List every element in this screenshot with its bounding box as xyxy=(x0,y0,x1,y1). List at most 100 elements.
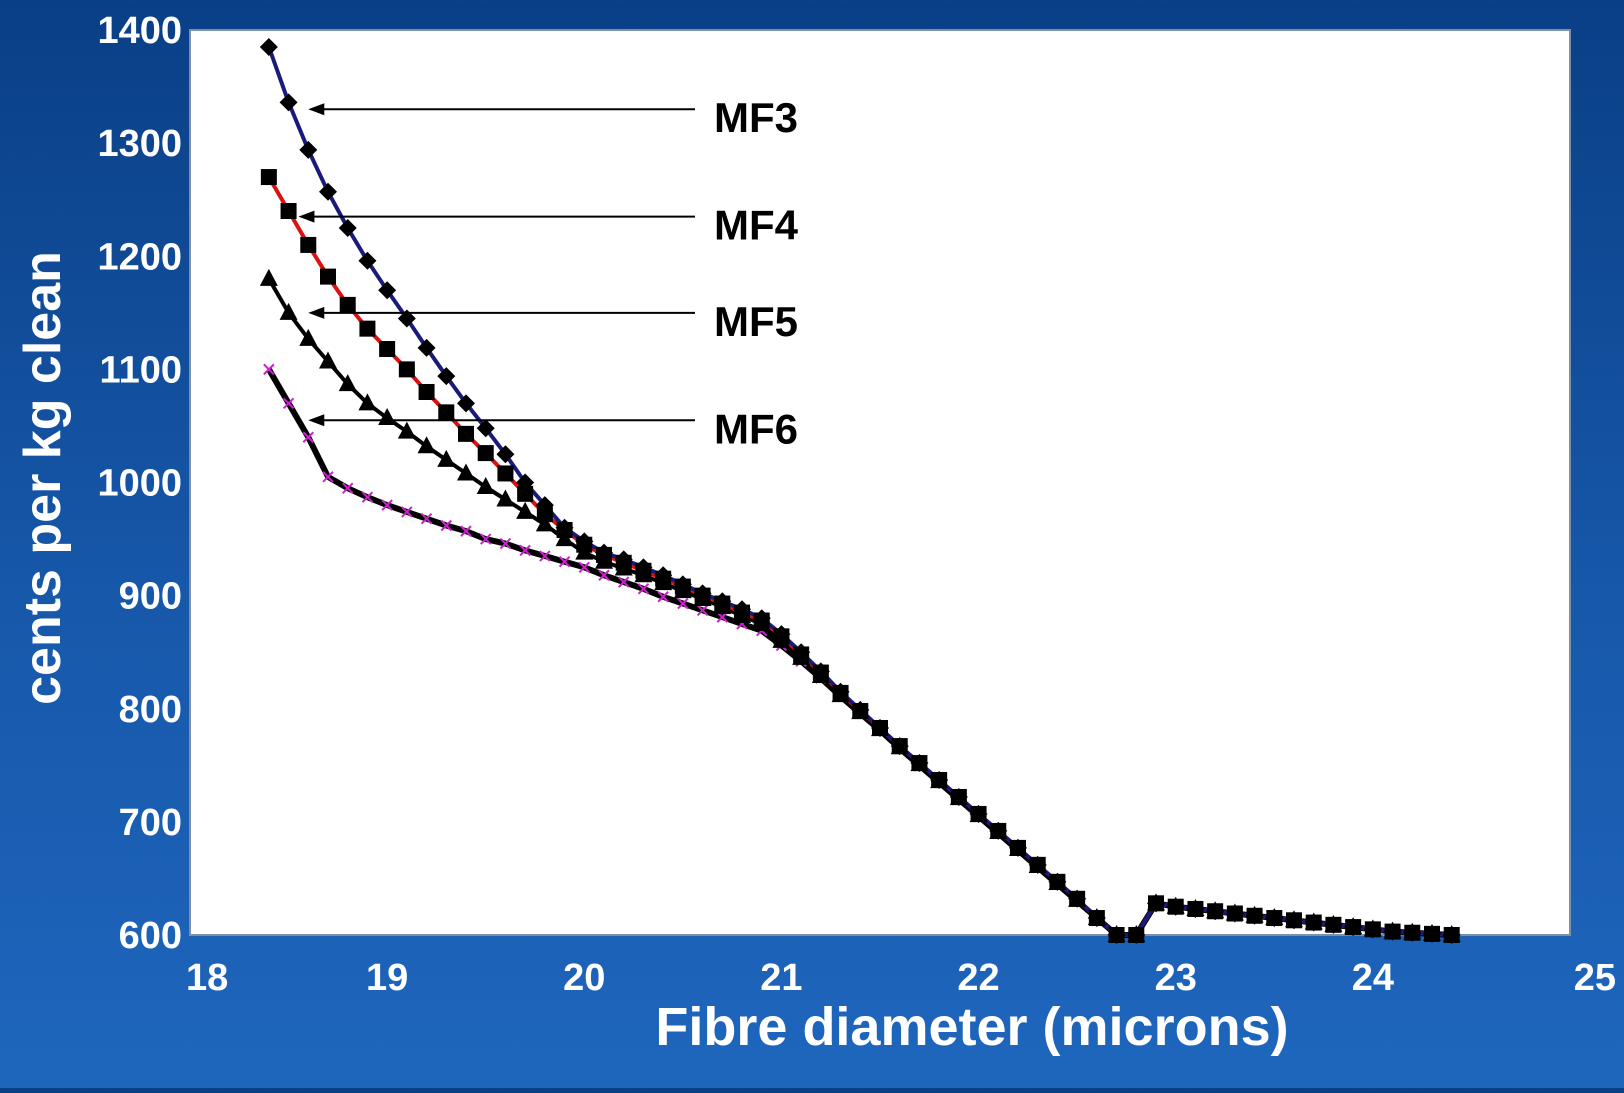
data-point xyxy=(280,203,297,219)
data-point xyxy=(358,251,377,270)
data-point xyxy=(890,737,909,756)
data-point xyxy=(1127,926,1146,944)
data-point xyxy=(851,700,870,719)
data-point xyxy=(792,643,811,662)
data-point xyxy=(319,182,337,201)
data-point xyxy=(476,419,495,438)
data-point xyxy=(539,550,551,562)
data-point xyxy=(1048,872,1067,891)
data-point xyxy=(637,583,650,595)
data-point xyxy=(578,561,590,574)
data-point xyxy=(1245,906,1264,925)
data-point xyxy=(398,361,415,378)
annotation-label: MF3 xyxy=(714,94,798,141)
data-point xyxy=(263,363,275,376)
data-point xyxy=(772,625,791,644)
y-tick-label: 900 xyxy=(119,576,182,618)
data-point xyxy=(302,431,314,443)
data-point xyxy=(989,821,1008,840)
annotation-arrowhead xyxy=(308,103,325,116)
y-tick-label: 1000 xyxy=(97,463,182,505)
data-point xyxy=(397,309,416,328)
data-point xyxy=(677,597,689,610)
data-point xyxy=(260,169,277,186)
data-point xyxy=(535,496,554,515)
annotation-label: MF4 xyxy=(714,202,799,249)
marker-layer xyxy=(259,37,1461,944)
y-tick-label: 1200 xyxy=(97,236,182,278)
data-point xyxy=(949,787,968,806)
data-point xyxy=(575,532,594,551)
x-tick-label: 21 xyxy=(760,957,802,999)
data-point xyxy=(458,425,474,442)
data-point xyxy=(496,445,515,464)
data-point xyxy=(437,367,456,386)
data-point xyxy=(499,537,512,550)
data-point xyxy=(1225,904,1244,923)
data-point xyxy=(969,804,988,823)
data-point xyxy=(401,506,413,518)
annotation-arrowhead xyxy=(298,210,315,223)
x-tick-label: 25 xyxy=(1574,957,1616,999)
data-point xyxy=(930,771,949,790)
x-tick-label: 22 xyxy=(957,957,999,999)
data-point xyxy=(1186,899,1205,918)
y-tick-label: 700 xyxy=(119,802,182,844)
data-point xyxy=(1324,915,1343,934)
data-point xyxy=(713,592,732,611)
x-axis-ticks: 18 19 20 21 22 23 24 25 xyxy=(186,957,1616,999)
data-point xyxy=(1363,920,1382,939)
data-point xyxy=(696,604,709,617)
x-tick-label: 18 xyxy=(186,957,228,999)
data-point xyxy=(871,718,889,737)
data-point xyxy=(418,384,435,400)
data-point xyxy=(654,566,673,585)
data-point xyxy=(417,436,436,454)
data-point xyxy=(1442,926,1461,944)
data-point xyxy=(259,268,278,286)
data-point xyxy=(300,236,317,253)
data-point xyxy=(614,550,633,569)
data-point xyxy=(693,584,712,603)
data-point xyxy=(1423,924,1441,943)
data-point xyxy=(1206,902,1225,921)
y-tick-label: 800 xyxy=(119,689,182,731)
x-axis-label: Fibre diameter (microns) xyxy=(655,997,1288,1057)
plot-area xyxy=(189,29,1571,936)
data-point xyxy=(634,558,653,577)
data-point xyxy=(279,302,298,320)
data-point xyxy=(535,514,554,532)
data-point xyxy=(397,421,416,439)
x-tick-label: 19 xyxy=(366,957,408,999)
data-point xyxy=(733,600,751,619)
x-tick-label: 20 xyxy=(563,957,605,999)
data-point xyxy=(379,341,396,358)
data-point xyxy=(1403,923,1422,942)
data-point xyxy=(1009,838,1027,857)
data-point xyxy=(437,449,456,467)
data-point xyxy=(460,525,472,537)
data-point xyxy=(438,404,455,421)
annotation-arrowhead xyxy=(308,414,325,427)
data-point xyxy=(1383,922,1402,941)
data-point xyxy=(831,682,850,701)
data-point xyxy=(1285,911,1303,930)
y-tick-label: 600 xyxy=(119,915,182,957)
data-point xyxy=(519,544,531,557)
annotation-layer: MF3 MF4 MF5 MF6 xyxy=(298,94,799,452)
data-point xyxy=(598,569,610,581)
data-point xyxy=(358,393,377,411)
data-point xyxy=(1107,926,1126,944)
data-point xyxy=(319,351,337,369)
data-point xyxy=(440,519,452,532)
data-point xyxy=(338,218,357,237)
data-point xyxy=(811,662,830,681)
annotation-label: MF6 xyxy=(714,405,798,452)
x-tick-label: 23 xyxy=(1155,957,1197,999)
data-point xyxy=(910,754,929,773)
data-point xyxy=(496,489,515,507)
annotation-arrowhead xyxy=(308,306,325,319)
data-point xyxy=(420,512,433,525)
data-point xyxy=(320,268,336,285)
